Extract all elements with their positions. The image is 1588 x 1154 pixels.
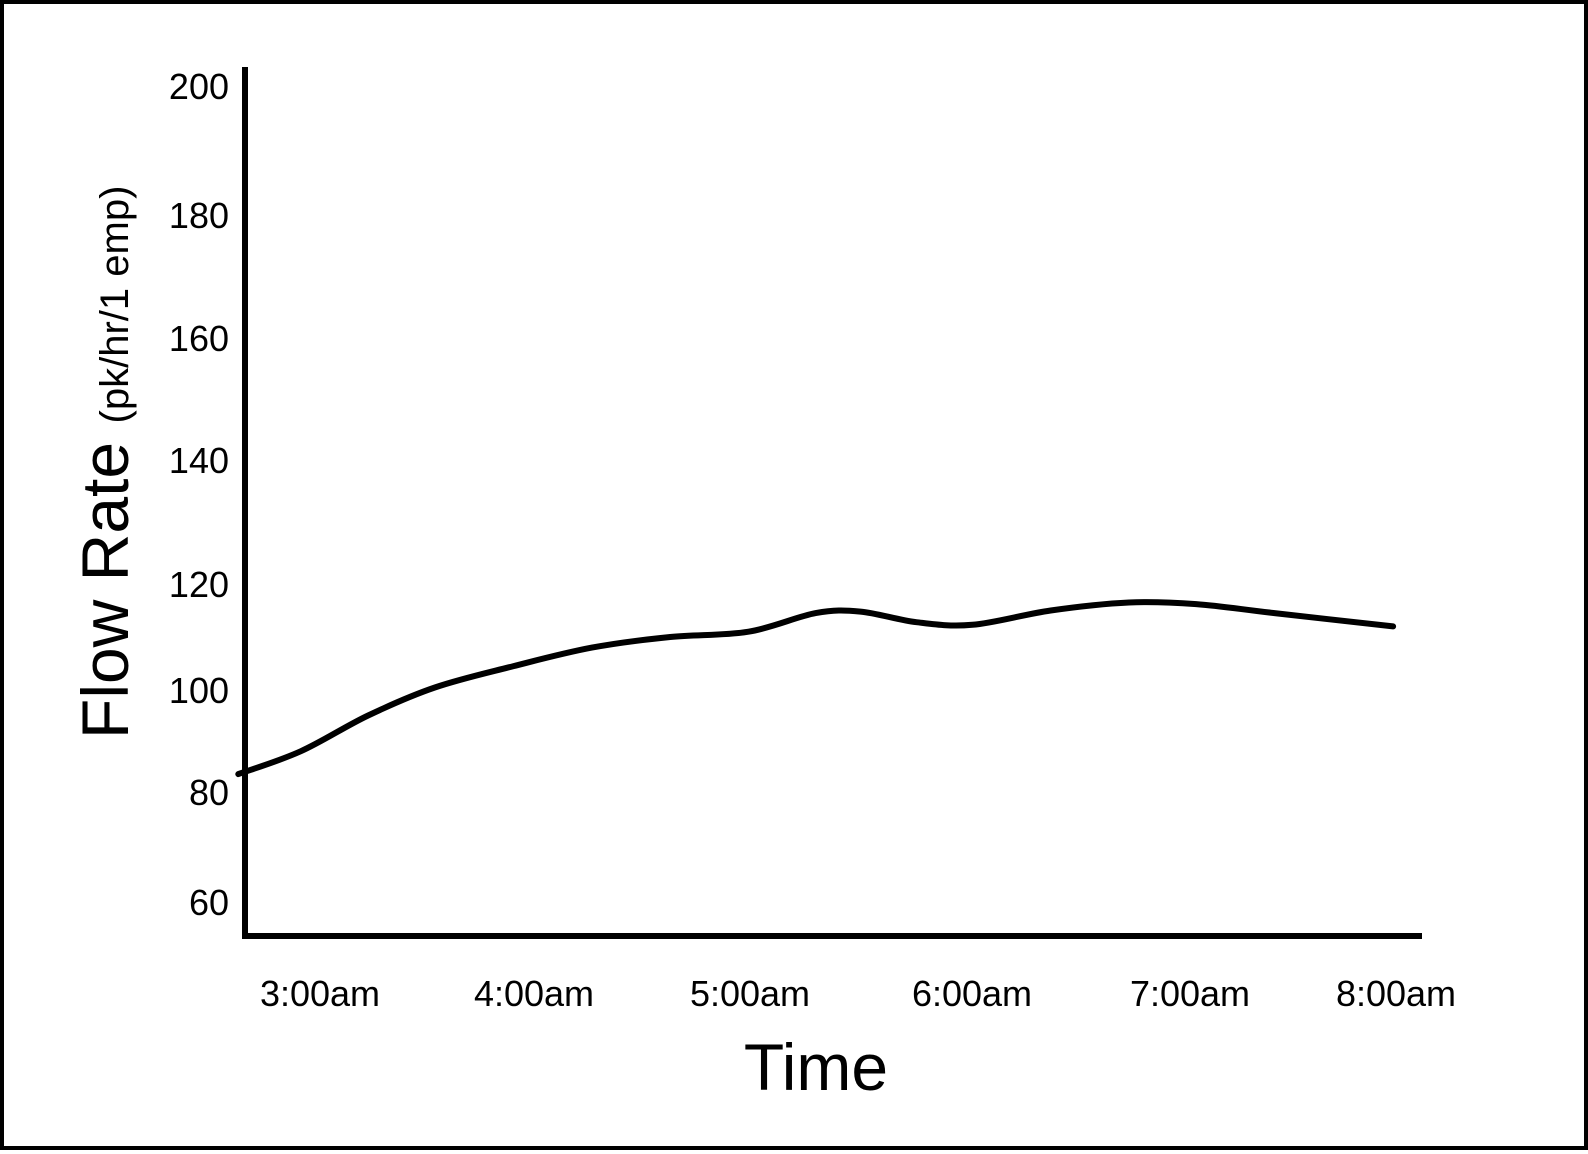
- y-tick-label: 160: [169, 318, 229, 359]
- y-tick-label: 200: [169, 66, 229, 107]
- y-tick-label: 80: [189, 772, 229, 813]
- y-tick-label: 120: [169, 564, 229, 605]
- line-chart: 60 80 100 120 140 160 180 200 3:00am 4:00am 5:00a…: [68, 66, 1456, 1104]
- svg-text:Flow Rate (pk/hr/1 emp: Flow Rate (pk/hr/1 emp): [68, 186, 142, 739]
- y-axis-title: Flow Rate (pk/hr/1 emp): [68, 186, 142, 739]
- flow-rate-line: [235, 599, 1397, 778]
- y-tick-label: 100: [169, 670, 229, 711]
- y-tick-labels: 60 80 100 120 140 160 180 200: [169, 66, 229, 923]
- y-axis-title-main: Flow Rate: [68, 442, 142, 739]
- x-tick-label: 3:00am: [260, 973, 380, 1014]
- x-tick-labels: 3:00am 4:00am 5:00am 6:00am 7:00am 8:00am: [260, 973, 1456, 1014]
- x-tick-label: 8:00am: [1336, 973, 1456, 1014]
- y-tick-label: 60: [189, 882, 229, 923]
- y-tick-label: 180: [169, 195, 229, 236]
- y-axis-title-unit: (pk/hr/1 emp): [93, 186, 137, 424]
- x-tick-label: 6:00am: [912, 973, 1032, 1014]
- x-tick-label: 7:00am: [1130, 973, 1250, 1014]
- x-tick-label: 4:00am: [474, 973, 594, 1014]
- x-axis-title: Time: [744, 1030, 888, 1104]
- x-tick-label: 5:00am: [690, 973, 810, 1014]
- y-tick-label: 140: [169, 440, 229, 481]
